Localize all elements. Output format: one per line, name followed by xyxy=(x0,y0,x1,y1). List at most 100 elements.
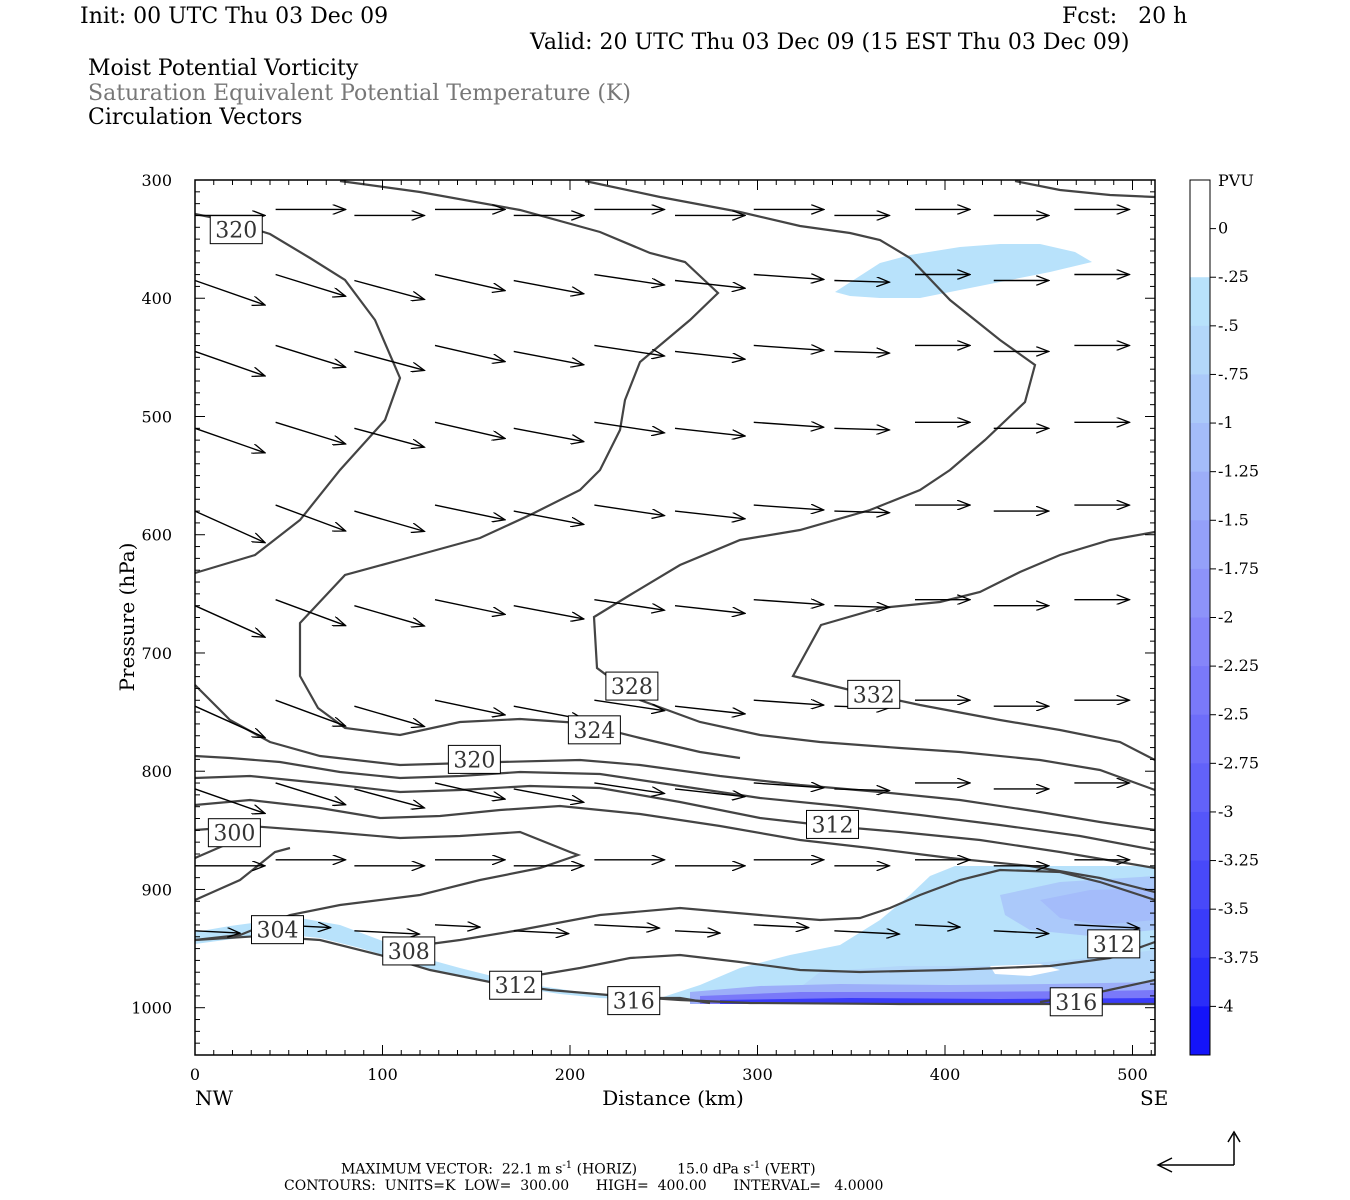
contour-label-box xyxy=(567,715,621,745)
contour-label: 308 xyxy=(382,936,436,966)
vector-arrow xyxy=(513,510,584,524)
vector-arrow xyxy=(914,925,960,927)
vector-arrow xyxy=(434,598,505,615)
colorbar-label: 0 xyxy=(1218,219,1228,238)
contour-line xyxy=(194,754,1156,852)
contour-line xyxy=(584,179,1156,792)
vector-arrow xyxy=(275,599,346,626)
contour-line xyxy=(791,530,1156,761)
vector-arrow xyxy=(194,510,265,542)
vector-arrow xyxy=(354,605,424,626)
vector-arrow xyxy=(434,421,505,438)
vector-arrow xyxy=(594,598,664,611)
colorbar-label: -1.75 xyxy=(1218,559,1259,578)
init-time: Init: 00 UTC Thu 03 Dec 09 xyxy=(80,4,389,29)
contour-label: 332 xyxy=(847,679,901,709)
colorbar-swatch xyxy=(1190,423,1210,473)
unit-exponent: -1 xyxy=(562,1160,573,1171)
max-vector-vert-label: (VERT) xyxy=(760,1161,816,1178)
colorbar-label: -2.75 xyxy=(1218,753,1259,772)
contour-label: 324 xyxy=(567,715,621,745)
vector-arrow xyxy=(674,279,745,289)
vector-arrow xyxy=(834,428,889,430)
theta-e-contours xyxy=(194,179,1156,1006)
vector-arrow xyxy=(1074,925,1139,928)
pv-region-core-2 xyxy=(1040,888,1155,925)
vector-arrow xyxy=(194,705,265,738)
colorbar-swatch xyxy=(1190,277,1210,327)
vector-arrow xyxy=(513,931,569,934)
contour-info-line: CONTOURS: UNITS=K LOW= 300.00 HIGH= 400.… xyxy=(284,1178,884,1194)
forecast-hour: Fcst: 20 h xyxy=(1062,4,1188,29)
field-title-mpv: Moist Potential Vorticity xyxy=(88,56,359,81)
contour-label: 300 xyxy=(207,818,261,848)
colorbar-swatch xyxy=(1190,666,1210,716)
vector-arrow xyxy=(674,705,745,714)
colorbar-label: -1 xyxy=(1218,413,1234,432)
colorbar-label: -2 xyxy=(1218,608,1234,627)
max-vector-vert: (HORIZ) 15.0 dPa s xyxy=(572,1161,751,1178)
y-tick-label: 1000 xyxy=(131,999,172,1018)
x-tick-label: 200 xyxy=(555,1065,586,1084)
x-tick-label: 500 xyxy=(1117,1065,1148,1084)
colorbar-swatch xyxy=(1190,228,1210,278)
vector-arrow xyxy=(753,422,824,427)
vector-arrow xyxy=(354,279,424,300)
y-tick-label: 900 xyxy=(141,880,172,899)
colorbar-label: -1.25 xyxy=(1218,462,1259,481)
vector-arrow xyxy=(674,510,745,519)
vector-arrow xyxy=(834,351,889,353)
valid-time: Valid: 20 UTC Thu 03 Dec 09 (15 EST Thu … xyxy=(530,30,1130,55)
vector-arrow xyxy=(434,273,505,291)
contour-label-text: 312 xyxy=(1093,933,1135,958)
contour-label-box xyxy=(382,936,436,966)
vector-arrow xyxy=(674,350,745,359)
vector-arrow xyxy=(513,427,584,441)
vector-arrow xyxy=(194,279,265,306)
contour-label: 312 xyxy=(1087,929,1141,959)
vector-arrow xyxy=(674,604,745,614)
colorbar-swatch xyxy=(1190,568,1210,618)
colorbar-label: -3.5 xyxy=(1218,899,1249,918)
y-tick-label: 700 xyxy=(141,644,172,663)
vector-arrow xyxy=(434,504,505,520)
vector-arrow xyxy=(674,788,745,797)
contour-label-text: 320 xyxy=(215,219,257,244)
colorbar-swatch xyxy=(1190,860,1210,910)
contour-label-box xyxy=(209,215,263,245)
y-tick-label: 300 xyxy=(141,171,172,190)
x-end-label-nw: NW xyxy=(195,1086,234,1110)
vector-arrow xyxy=(275,273,346,297)
colorbar-swatch xyxy=(1190,1006,1210,1056)
contour-label: 312 xyxy=(489,970,543,1000)
contour-label-text: 332 xyxy=(853,683,895,708)
contour-label-text: 324 xyxy=(573,719,615,744)
colorbar-swatch xyxy=(1190,957,1210,1007)
contour-line xyxy=(194,824,582,942)
vector-arrow xyxy=(194,931,240,933)
contour-label-text: 300 xyxy=(213,822,255,847)
vector-arrow xyxy=(275,344,346,367)
vector-arrow xyxy=(434,344,505,361)
vector-arrow xyxy=(834,789,889,791)
contour-label-text: 320 xyxy=(453,748,495,773)
colorbar-label: -3.25 xyxy=(1218,851,1259,870)
vector-arrow xyxy=(275,504,346,531)
colorbar-swatch xyxy=(1190,374,1210,424)
contour-line xyxy=(194,934,1155,1006)
contour-label: 320 xyxy=(447,744,501,774)
contour-line xyxy=(194,212,402,575)
contour-label-text: 312 xyxy=(495,974,537,999)
max-vector-line: MAXIMUM VECTOR: 22.1 m s-1 (HORIZ) 15.0 … xyxy=(341,1158,816,1178)
contour-label-text: 316 xyxy=(613,990,655,1015)
contour-label-text: 312 xyxy=(812,813,854,838)
pv-colorbar: 0 -.25 -.5 -.75 -1 -1.25 -1.5 -1.75 -2 -2.25 -2.5 -… xyxy=(1189,179,1259,1056)
vector-arrow xyxy=(275,421,346,444)
x-end-label-se: SE xyxy=(1140,1086,1168,1110)
colorbar-label: -.75 xyxy=(1218,364,1249,383)
contour-label-text: 316 xyxy=(1055,991,1097,1016)
y-tick-label: 800 xyxy=(141,762,172,781)
vector-arrow xyxy=(194,350,265,376)
vector-arrow xyxy=(594,273,664,286)
vector-arrow xyxy=(594,699,664,711)
